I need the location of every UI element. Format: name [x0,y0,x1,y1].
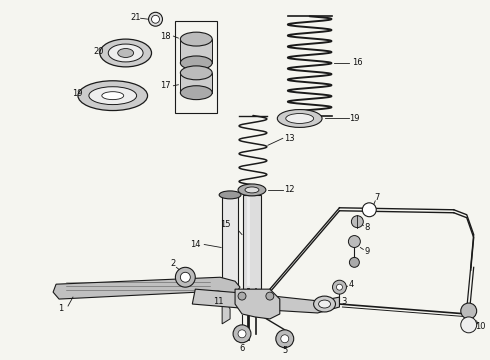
Ellipse shape [108,44,143,62]
Text: 1: 1 [58,305,64,314]
Text: 18: 18 [160,32,171,41]
Ellipse shape [180,66,212,80]
FancyBboxPatch shape [180,39,212,63]
FancyBboxPatch shape [222,195,238,294]
Circle shape [238,292,246,300]
Text: 15: 15 [220,220,230,229]
Ellipse shape [118,49,134,58]
Text: 6: 6 [239,344,245,353]
Text: 9: 9 [365,247,370,256]
Circle shape [362,203,376,217]
FancyBboxPatch shape [180,73,212,93]
Circle shape [333,280,346,294]
Text: 19: 19 [72,89,82,98]
Text: 14: 14 [190,240,200,249]
Ellipse shape [314,296,336,312]
Ellipse shape [238,184,266,196]
Text: 5: 5 [282,346,288,355]
Ellipse shape [318,300,331,308]
Text: 4: 4 [349,280,354,289]
Polygon shape [235,289,280,319]
Text: 13: 13 [284,134,295,143]
Ellipse shape [277,109,322,127]
Ellipse shape [78,81,147,111]
Circle shape [180,272,190,282]
Ellipse shape [180,86,212,100]
Text: 10: 10 [475,322,486,331]
Text: 21: 21 [130,13,141,22]
Text: 3: 3 [342,297,347,306]
Ellipse shape [89,87,137,105]
FancyBboxPatch shape [243,195,261,289]
Circle shape [276,330,294,348]
Text: 17: 17 [160,81,171,90]
Ellipse shape [180,56,212,70]
Circle shape [266,292,274,300]
Ellipse shape [219,191,241,199]
Circle shape [461,317,477,333]
Circle shape [148,12,163,26]
Circle shape [175,267,196,287]
Ellipse shape [180,32,212,46]
Circle shape [348,235,360,247]
Text: 19: 19 [349,114,360,123]
Text: 12: 12 [285,185,295,194]
Circle shape [233,325,251,343]
Text: 2: 2 [171,259,176,268]
Circle shape [151,15,159,23]
Text: 8: 8 [365,223,370,232]
Polygon shape [222,294,230,324]
Polygon shape [192,289,340,313]
Ellipse shape [245,187,259,193]
Polygon shape [53,277,240,299]
Text: 16: 16 [352,58,363,67]
Ellipse shape [286,113,314,123]
Ellipse shape [100,39,151,67]
Text: 11: 11 [213,297,223,306]
Circle shape [351,216,363,228]
Circle shape [349,257,359,267]
Text: 20: 20 [94,46,104,55]
Circle shape [238,330,246,338]
Text: 7: 7 [374,193,380,202]
Circle shape [281,335,289,343]
Circle shape [461,303,477,319]
Ellipse shape [102,92,123,100]
Circle shape [337,284,343,290]
